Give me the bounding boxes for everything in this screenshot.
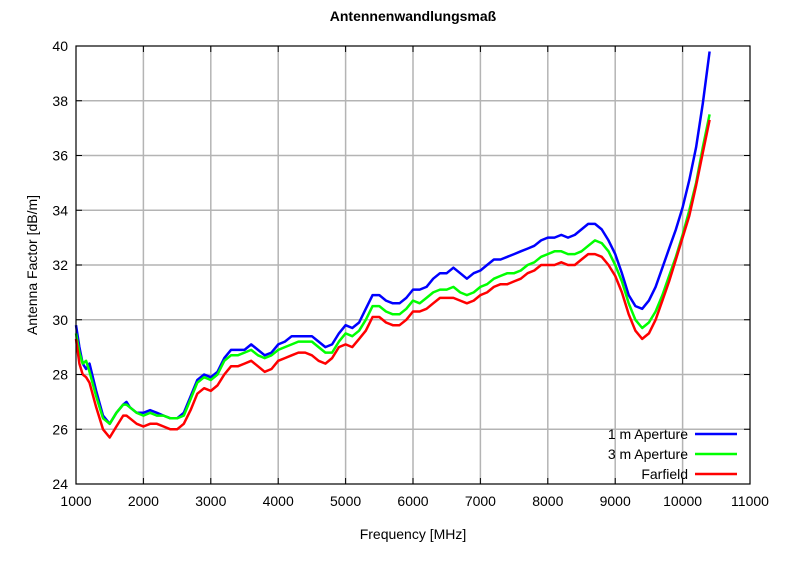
y-tick-label: 36 <box>52 148 68 164</box>
y-tick-label: 40 <box>52 38 68 54</box>
x-tick-label: 2000 <box>128 493 159 509</box>
y-tick-label: 24 <box>52 476 68 492</box>
x-tick-label: 4000 <box>263 493 294 509</box>
legend: 1 m Aperture 3 m Aperture Farfield <box>608 426 737 482</box>
x-tick-label: 8000 <box>532 493 563 509</box>
chart-title: Antennenwandlungsmaß <box>330 8 497 24</box>
x-tick-label: 7000 <box>465 493 496 509</box>
y-tick-label: 38 <box>52 93 68 109</box>
x-axis-title: Frequency [MHz] <box>360 526 467 542</box>
y-tick-label: 26 <box>52 421 68 437</box>
series-line-farfield <box>74 119 711 439</box>
x-tick-label: 3000 <box>195 493 226 509</box>
legend-label-farfield: Farfield <box>641 466 688 482</box>
legend-label-1-m-aperture: 1 m Aperture <box>608 426 688 442</box>
y-axis-title: Antenna Factor [dB/m] <box>24 195 40 335</box>
series-lines <box>74 51 711 439</box>
x-tick-label: 9000 <box>600 493 631 509</box>
axis-ticks: 1000 2000 3000 4000 5000 6000 7000 8000 9000 1000… <box>52 38 769 509</box>
x-tick-label: 6000 <box>397 493 428 509</box>
x-tick-label: 10000 <box>663 493 702 509</box>
x-tick-label: 5000 <box>330 493 361 509</box>
y-tick-label: 28 <box>52 367 68 383</box>
series-line-3-m-aperture <box>74 114 711 426</box>
y-tick-label: 34 <box>52 202 68 218</box>
x-tick-label: 1000 <box>60 493 91 509</box>
x-tick-label: 11000 <box>731 493 769 509</box>
y-tick-label: 32 <box>52 257 68 273</box>
grid <box>76 46 750 484</box>
y-tick-label: 30 <box>52 312 68 328</box>
legend-label-3-m-aperture: 3 m Aperture <box>608 446 688 462</box>
